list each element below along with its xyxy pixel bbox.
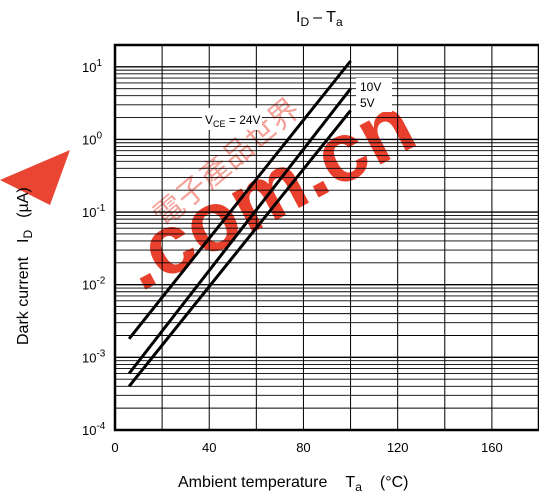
series-line-5v [127,109,352,388]
y-tick-label: 10-2 [82,276,106,293]
y-tick-label: 10-1 [82,203,106,220]
x-axis-label: Ambient temperature Ta (°C) [178,474,408,494]
y-tick-label: 10-3 [82,348,106,365]
x-tick-label: 0 [111,440,118,455]
x-tick-labels: 0 40 80 120 160 [111,440,502,455]
series-line-10v [127,87,352,375]
annotation-vce: VCE = 24V [205,113,261,129]
annotation-box-10v [356,78,392,112]
y-tick-label: 10-4 [82,421,106,438]
x-tick-label: 120 [387,440,409,455]
x-tick-label: 160 [481,440,503,455]
chart-series [127,60,352,388]
y-tick-labels: 101 100 10-1 10-2 10-3 10-4 [82,58,106,438]
chart-grid [115,45,539,431]
y-tick-label: 100 [82,130,102,147]
y-axis-label: Dark currentID(µA) [15,187,35,345]
annotation-5v: 5V [360,96,375,110]
series-line-24v [127,60,352,340]
annotation-10v: 10V [360,80,381,94]
chart-frame [113,43,539,432]
x-tick-label: 80 [296,440,310,455]
x-tick-label: 40 [202,440,216,455]
y-tick-label: 101 [82,58,102,75]
watermark-shape [0,150,70,205]
chart-title: ID – Ta [296,9,343,29]
annotation-box-vce [202,108,262,130]
